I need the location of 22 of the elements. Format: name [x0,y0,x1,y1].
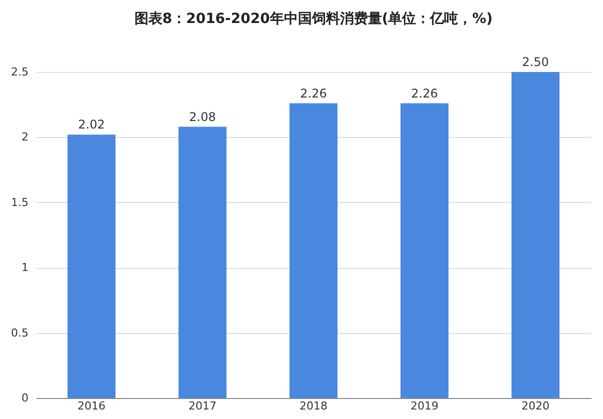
y-tick-label: 1 [22,261,28,274]
data-label: 2.26 [411,86,438,100]
bar [290,103,338,398]
x-tick-label: 2018 [300,400,328,412]
bar [400,103,448,398]
bar [512,72,560,398]
data-label: 2.26 [300,86,327,100]
x-tick-label: 2017 [188,400,216,412]
y-tick-label: 2 [22,130,28,144]
data-label: 2.02 [78,118,105,132]
y-tick-label: 1.5 [11,196,28,209]
y-tick-label: 0.5 [11,326,28,340]
x-tick-label: 2020 [522,400,550,412]
y-tick-label: 2.5 [11,66,28,78]
bar [68,134,116,398]
data-label: 2.50 [522,55,549,69]
x-tick-label: 2019 [410,400,438,412]
chart-title: 图表8：2016-2020年中国饲料消费量(单位：亿吨，%) [134,11,493,27]
y-tick-label: 0 [22,392,28,404]
bar [178,126,226,398]
data-label: 2.08 [189,110,216,124]
x-tick-label: 2016 [78,400,106,412]
